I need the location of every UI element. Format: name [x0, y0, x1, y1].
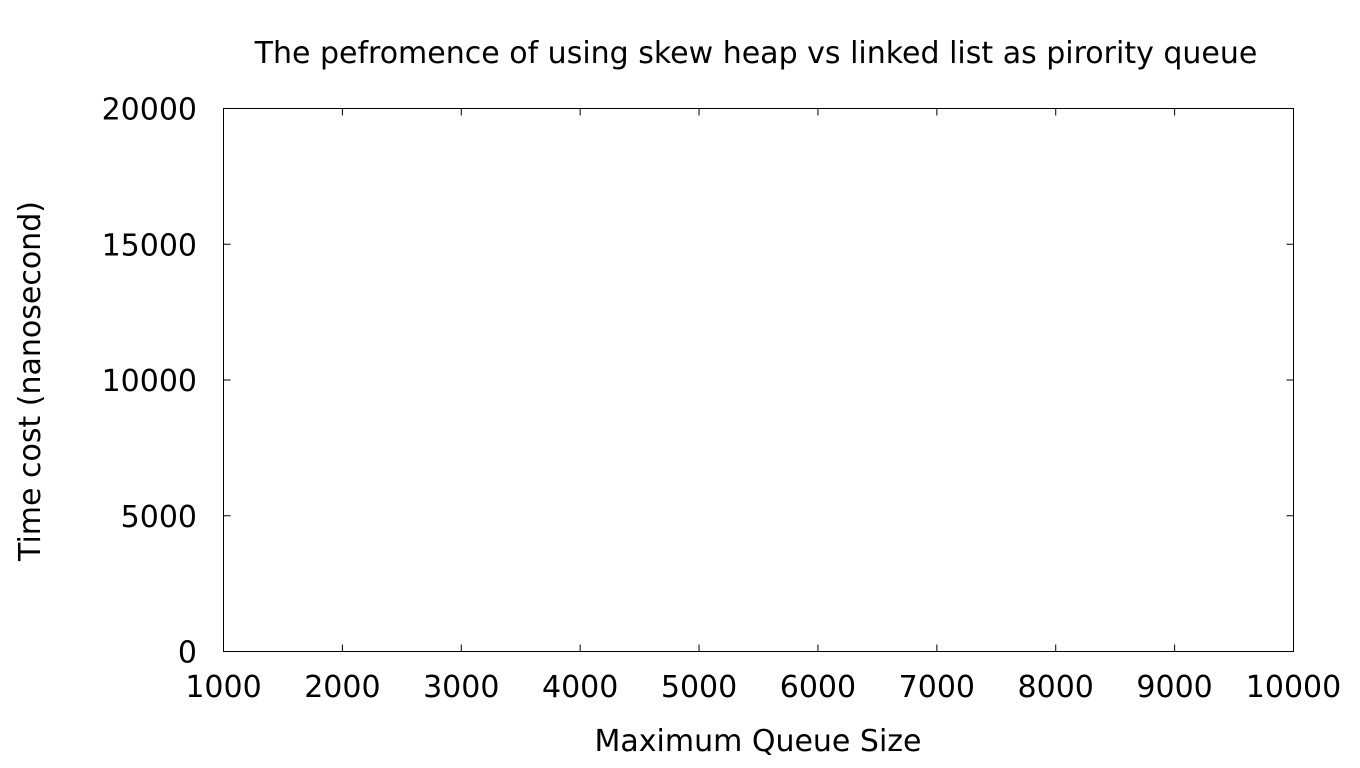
- y-axis-ticks: [223, 108, 1294, 652]
- x-tick-label: 4000: [542, 670, 618, 705]
- x-tick-label: 7000: [899, 670, 975, 705]
- y-axis-tick-labels: 0 5000 10000 15000 20000: [102, 93, 197, 671]
- x-tick-label: 6000: [780, 670, 856, 705]
- chart-title: The pefromence of using skew heap vs lin…: [254, 36, 1258, 71]
- x-axis-ticks: [223, 108, 1294, 652]
- plot-frame: [223, 108, 1294, 652]
- x-tick-label: 1000: [185, 670, 261, 705]
- x-tick-label: 10000: [1246, 670, 1341, 705]
- y-tick-label: 5000: [121, 500, 197, 535]
- x-tick-label: 9000: [1136, 670, 1212, 705]
- plot-area: [223, 108, 1294, 652]
- y-tick-label: 15000: [102, 228, 197, 263]
- x-axis-label: Maximum Queue Size: [594, 724, 921, 759]
- x-tick-label: 5000: [661, 670, 737, 705]
- x-tick-label: 3000: [423, 670, 499, 705]
- y-axis-label: Time cost (nanosecond): [13, 201, 48, 562]
- y-tick-label: 10000: [102, 364, 197, 399]
- y-tick-label: 0: [178, 636, 197, 671]
- y-tick-label: 20000: [102, 93, 197, 128]
- x-tick-label: 2000: [304, 670, 380, 705]
- x-tick-label: 8000: [1018, 670, 1094, 705]
- x-axis-tick-labels: 1000 2000 3000 4000 5000 6000 7000 8000 9000 1000…: [185, 670, 1341, 705]
